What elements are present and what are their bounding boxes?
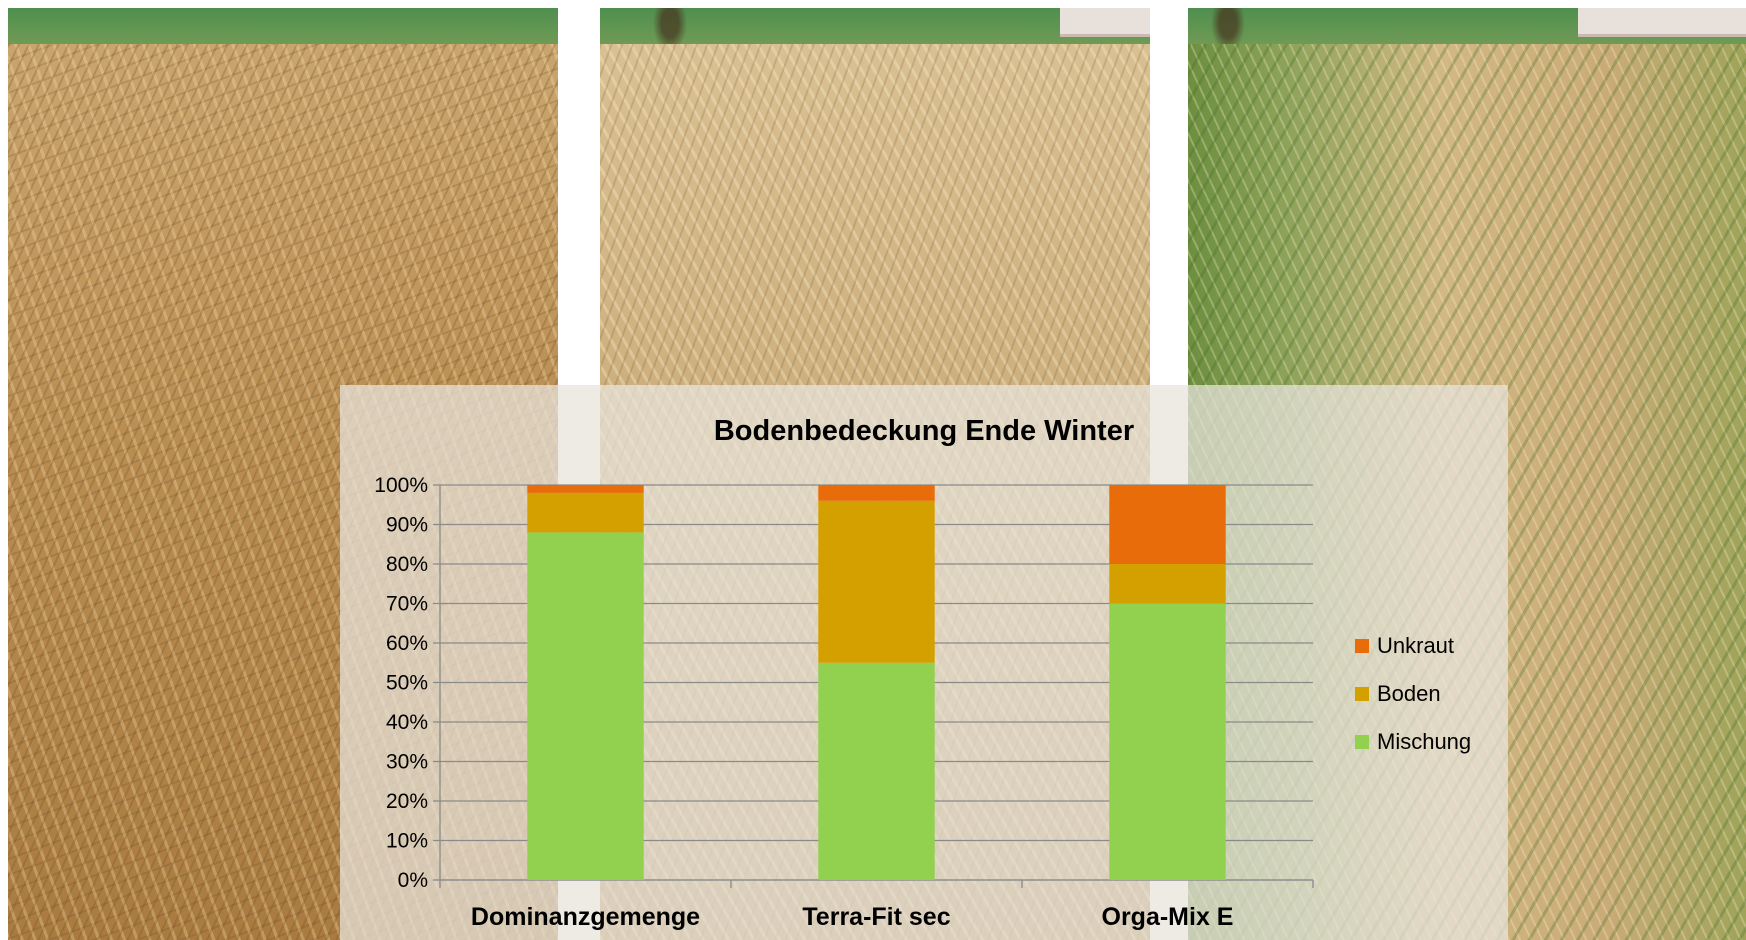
legend-label: Mischung	[1377, 729, 1471, 754]
y-tick-label: 30%	[386, 751, 428, 774]
legend-swatch	[1355, 639, 1369, 653]
legend-swatch	[1355, 687, 1369, 701]
bar-segment-unkraut	[527, 485, 644, 493]
stacked-bar-chart: 0% 10% 20% 30% 40% 50% 60% 70% 80% 90% 100% Dominan…	[374, 474, 1471, 931]
category-label: Orga-Mix E	[1102, 903, 1234, 931]
field-background	[600, 8, 1150, 44]
y-tick-label: 60%	[386, 632, 428, 655]
legend-label: Unkraut	[1377, 633, 1454, 658]
category-label: Terra-Fit sec	[802, 903, 950, 931]
field-background	[8, 8, 558, 44]
y-tick-label: 100%	[374, 474, 428, 497]
legend-label: Boden	[1377, 681, 1441, 706]
building	[1060, 8, 1150, 37]
chart-panel: Bodenbedeckung Ende Winter 0% 10% 20% 30% 40…	[340, 385, 1508, 940]
bar-segment-mischung	[818, 662, 935, 880]
y-tick-label: 50%	[386, 672, 428, 695]
chart-title: Bodenbedeckung Ende Winter	[713, 415, 1135, 447]
y-tick-label: 90%	[386, 514, 428, 537]
bar-segment-boden	[818, 500, 935, 663]
building	[1578, 8, 1746, 37]
bar-segment-unkraut	[1109, 485, 1226, 564]
y-tick-label: 10%	[386, 830, 428, 853]
bar-segment-mischung	[1109, 603, 1226, 880]
bar-segment-unkraut	[818, 485, 935, 501]
y-tick-label: 0%	[398, 869, 428, 892]
legend-swatch	[1355, 735, 1369, 749]
bar-segment-mischung	[527, 532, 644, 880]
y-tick-label: 40%	[386, 711, 428, 734]
category-label: Dominanzgemenge	[471, 903, 700, 931]
bar-segment-boden	[1109, 564, 1226, 604]
y-tick-label: 20%	[386, 790, 428, 813]
bar-segment-boden	[527, 492, 644, 533]
y-tick-label: 80%	[386, 553, 428, 576]
y-tick-label: 70%	[386, 593, 428, 616]
